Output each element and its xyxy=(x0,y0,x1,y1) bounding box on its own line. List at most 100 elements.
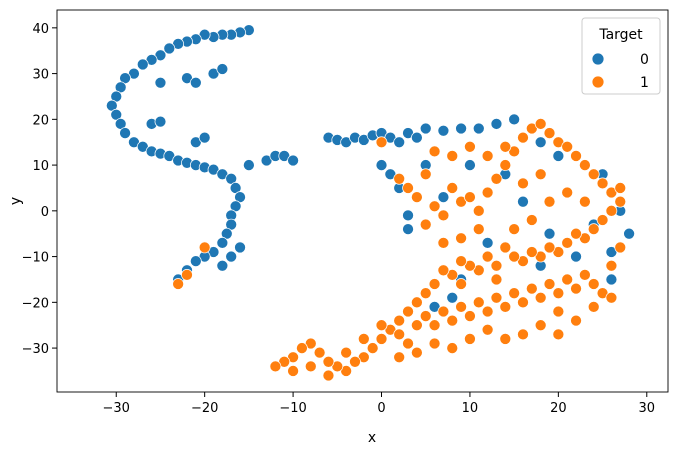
point-target-1 xyxy=(446,150,459,162)
point-target-1 xyxy=(269,360,282,373)
point-target-1 xyxy=(198,241,211,254)
point-target-1 xyxy=(587,278,600,290)
point-target-1 xyxy=(499,241,512,254)
y-axis-label: y xyxy=(8,197,24,205)
point-target-1 xyxy=(419,218,432,231)
point-target-0 xyxy=(490,118,503,130)
point-target-1 xyxy=(534,319,547,332)
point-target-1 xyxy=(614,195,627,208)
y-tick-label: 10 xyxy=(32,159,49,174)
point-target-1 xyxy=(172,278,184,290)
point-target-1 xyxy=(481,186,494,199)
point-target-1 xyxy=(552,287,565,300)
point-target-1 xyxy=(570,314,582,327)
legend-title: Target xyxy=(598,27,643,43)
point-target-1 xyxy=(411,346,423,359)
point-target-1 xyxy=(181,269,193,281)
point-target-1 xyxy=(534,291,547,304)
point-target-1 xyxy=(366,342,379,354)
point-target-1 xyxy=(375,333,388,345)
point-target-1 xyxy=(472,296,485,309)
point-target-1 xyxy=(490,291,503,304)
point-target-0 xyxy=(375,159,388,171)
point-target-1 xyxy=(402,305,414,318)
point-target-1 xyxy=(322,355,335,368)
point-target-1 xyxy=(455,278,467,290)
point-target-1 xyxy=(455,232,467,245)
point-target-1 xyxy=(543,127,556,139)
point-target-1 xyxy=(543,195,556,208)
point-target-1 xyxy=(525,282,538,295)
point-target-1 xyxy=(481,323,494,336)
point-target-1 xyxy=(375,319,388,332)
point-target-1 xyxy=(587,223,600,235)
y-tick-label: −30 xyxy=(22,342,49,357)
point-target-1 xyxy=(437,237,450,249)
point-target-1 xyxy=(570,282,582,295)
point-target-1 xyxy=(349,355,361,368)
x-axis-label: x xyxy=(368,430,376,446)
point-target-0 xyxy=(216,237,229,249)
point-target-1 xyxy=(296,342,308,354)
point-target-1 xyxy=(464,191,476,203)
x-tick-label: 20 xyxy=(550,401,567,416)
point-target-1 xyxy=(605,204,618,217)
point-target-0 xyxy=(534,136,547,149)
point-target-1 xyxy=(579,195,591,208)
point-target-0 xyxy=(189,255,202,268)
point-target-1 xyxy=(543,278,556,290)
point-target-1 xyxy=(472,204,485,217)
point-target-1 xyxy=(455,255,467,268)
point-target-1 xyxy=(596,177,609,190)
point-target-0 xyxy=(552,150,565,162)
point-target-1 xyxy=(411,319,423,332)
point-target-1 xyxy=(490,273,503,286)
point-target-1 xyxy=(357,333,370,345)
point-target-1 xyxy=(534,118,547,130)
point-target-1 xyxy=(579,269,591,281)
point-target-1 xyxy=(508,223,520,235)
point-target-1 xyxy=(605,259,618,272)
point-target-0 xyxy=(517,195,529,208)
legend-label-1: 1 xyxy=(640,75,649,91)
point-target-0 xyxy=(198,131,211,144)
point-target-0 xyxy=(543,227,556,240)
y-tick-label: −20 xyxy=(22,296,49,311)
point-target-0 xyxy=(481,237,494,249)
legend-marker-1 xyxy=(591,75,605,89)
point-target-1 xyxy=(411,296,423,309)
point-target-1 xyxy=(490,259,503,272)
point-target-0 xyxy=(216,63,229,75)
point-target-0 xyxy=(287,154,299,167)
point-target-1 xyxy=(393,314,406,327)
point-target-1 xyxy=(419,287,432,300)
point-target-1 xyxy=(481,305,494,318)
point-target-1 xyxy=(393,328,406,341)
point-target-1 xyxy=(428,319,441,332)
point-target-1 xyxy=(570,227,582,240)
point-target-1 xyxy=(411,191,423,203)
point-target-0 xyxy=(419,122,432,135)
point-target-0 xyxy=(154,76,167,89)
x-tick-label: −30 xyxy=(103,401,130,416)
x-tick-label: 10 xyxy=(462,401,479,416)
point-target-1 xyxy=(402,182,414,194)
point-target-1 xyxy=(428,337,441,350)
point-target-1 xyxy=(561,237,574,249)
point-target-1 xyxy=(552,305,565,318)
point-target-1 xyxy=(543,241,556,254)
point-target-0 xyxy=(225,250,238,263)
point-target-1 xyxy=(587,168,600,181)
point-target-1 xyxy=(464,140,476,153)
point-target-0 xyxy=(216,259,229,272)
point-target-1 xyxy=(393,172,406,185)
point-target-1 xyxy=(499,333,512,345)
point-target-0 xyxy=(243,159,255,171)
point-target-1 xyxy=(525,214,538,226)
point-target-1 xyxy=(490,172,503,185)
point-target-1 xyxy=(561,140,574,153)
point-target-1 xyxy=(375,136,388,149)
point-target-0 xyxy=(446,291,459,304)
point-target-1 xyxy=(437,209,450,222)
point-target-1 xyxy=(472,223,485,235)
